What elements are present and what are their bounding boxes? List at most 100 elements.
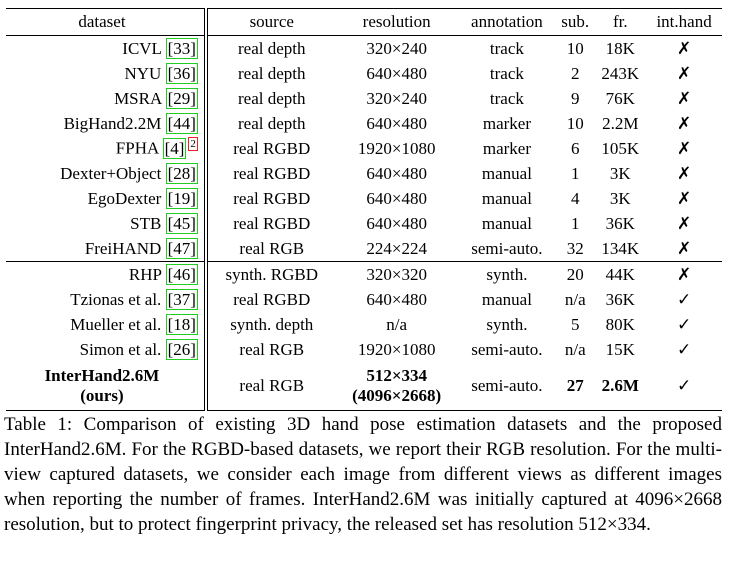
table-cell: real RGBD <box>233 188 311 208</box>
dataset-name: ICVL <box>122 38 162 58</box>
table-cell: ✗ <box>676 38 692 58</box>
table-caption: Table 1: Comparison of existing 3D hand … <box>4 414 722 535</box>
table-cell: real RGBD <box>233 138 311 158</box>
table-cell: 1920×1080 <box>357 138 436 158</box>
table-cell: 3K <box>609 163 631 183</box>
citation: [33] <box>165 37 198 59</box>
table-cell: ✓ <box>676 339 692 359</box>
table-cell: real depth <box>238 63 306 83</box>
dataset-name: Mueller et al. <box>70 314 162 334</box>
table-cell: 36K <box>605 213 635 233</box>
dataset-name: InterHand2.6M <box>44 366 160 385</box>
table-cell: 640×480 <box>366 163 427 183</box>
table-cell: manual <box>481 213 532 233</box>
table-cell: 10 <box>566 113 584 133</box>
table-cell: real RGBD <box>233 213 311 233</box>
table-cell: n/a <box>564 339 586 359</box>
citation: [46] <box>165 263 198 285</box>
table-cell: real RGB <box>239 339 305 359</box>
table-cell: semi-auto. <box>457 362 557 411</box>
table-cell: semi-auto. <box>471 238 543 258</box>
dataset-cell: RHP [46] <box>6 261 208 287</box>
table-cell: 1 <box>570 213 580 233</box>
dataset-name: RHP <box>128 264 162 284</box>
citation: [28] <box>165 162 198 184</box>
citation: [29] <box>165 87 198 109</box>
column-header: sub. <box>556 8 595 36</box>
table-cell: synth. RGBD <box>205 261 336 287</box>
column-header: annotation <box>457 8 557 36</box>
table-cell: n/a <box>386 314 408 334</box>
table-cell: real RGBD <box>233 289 311 309</box>
table-cell: 224×224 <box>366 238 427 258</box>
dataset-note: (ours) <box>80 386 124 405</box>
table-cell: ✗ <box>646 261 722 287</box>
table-cell: real RGBD <box>233 163 311 183</box>
table-cell: 36K <box>605 289 635 309</box>
table-cell: 6 <box>570 138 580 158</box>
table-cell: 5 <box>570 314 580 334</box>
table-row: Simon et al. [26] real RGB 1920×1080 semi-a… <box>6 337 722 362</box>
citation: [18] <box>165 313 198 335</box>
table-row: NYU [36] real depth 640×480 track 2 243K ✗ <box>6 61 722 86</box>
dataset-cell: Mueller et al. [18] <box>6 312 208 337</box>
dataset-cell: Tzionas et al. [37] <box>6 287 208 312</box>
column-header: resolution <box>335 8 458 36</box>
table-cell: ✗ <box>676 213 692 233</box>
table-cell: real depth <box>238 88 306 108</box>
table-cell: 3K <box>609 188 631 208</box>
table-cell: real depth <box>238 38 306 58</box>
citation: [45] <box>165 212 198 234</box>
table-cell: 320×240 <box>366 38 427 58</box>
footnote-marker: 2 <box>188 137 198 152</box>
table-row: FreiHAND [47] real RGB 224×224 semi-auto. 32… <box>6 236 722 262</box>
dataset-name: STB <box>130 213 162 233</box>
table-cell: ✗ <box>676 188 692 208</box>
cell-line: (4096×2668) <box>352 386 442 405</box>
table-cell: ✗ <box>676 113 692 133</box>
citation: [36] <box>165 62 198 84</box>
dataset-name: NYU <box>124 63 162 83</box>
dataset-cell: FreiHAND [47] <box>6 236 208 262</box>
table-cell: 320×240 <box>366 88 427 108</box>
table-cell: 4 <box>570 188 580 208</box>
table-cell: 2.6M <box>594 362 647 411</box>
dataset-name: MSRA <box>114 88 162 108</box>
table-cell: 20 <box>556 261 595 287</box>
dataset-name: Tzionas et al. <box>70 289 162 309</box>
table-cell: 640×480 <box>366 63 427 83</box>
table-cell: n/a <box>564 289 586 309</box>
table-row: ICVL [33] real depth 320×240 track 10 18K ✗ <box>6 35 722 61</box>
table-cell: 640×480 <box>366 188 427 208</box>
table-cell: manual <box>481 188 532 208</box>
table-cell: 10 <box>566 38 584 58</box>
dataset-name: Simon et al. <box>79 339 162 359</box>
table-cell: real RGB <box>239 238 305 258</box>
table-cell: 320×320 <box>335 261 458 287</box>
table-cell: real depth <box>238 113 306 133</box>
header-row: dataset source resolution annotation sub. fr.… <box>6 8 722 36</box>
column-header: source <box>205 8 336 36</box>
dataset-name: FPHA <box>115 138 159 158</box>
table-cell: synth. depth <box>230 314 314 334</box>
table-cell: ✗ <box>676 63 692 83</box>
table-cell: ✗ <box>676 238 692 258</box>
table-cell: track <box>489 38 524 58</box>
table-cell: 80K <box>605 314 635 334</box>
table-cell: real RGB <box>205 362 336 411</box>
dataset-cell: InterHand2.6M (ours) <box>6 362 208 411</box>
table-cell: 76K <box>605 88 635 108</box>
column-header: fr. <box>594 8 647 36</box>
column-header: int.hand <box>646 8 722 36</box>
table-cell: ✓ <box>676 289 692 309</box>
table-cell: semi-auto. <box>471 339 543 359</box>
citation: [37] <box>165 288 198 310</box>
citation: [4] <box>162 137 187 159</box>
table-cell: 640×480 <box>366 289 427 309</box>
table-cell: synth. <box>457 261 557 287</box>
dataset-cell: MSRA [29] <box>6 86 208 111</box>
table-cell: ✗ <box>676 138 692 158</box>
table-row: FPHA [4] 2 real RGBD 1920×1080 marker 6 105K ✗ <box>6 136 722 161</box>
table-cell: 2 <box>570 63 580 83</box>
dataset-cell: STB [45] <box>6 211 208 236</box>
